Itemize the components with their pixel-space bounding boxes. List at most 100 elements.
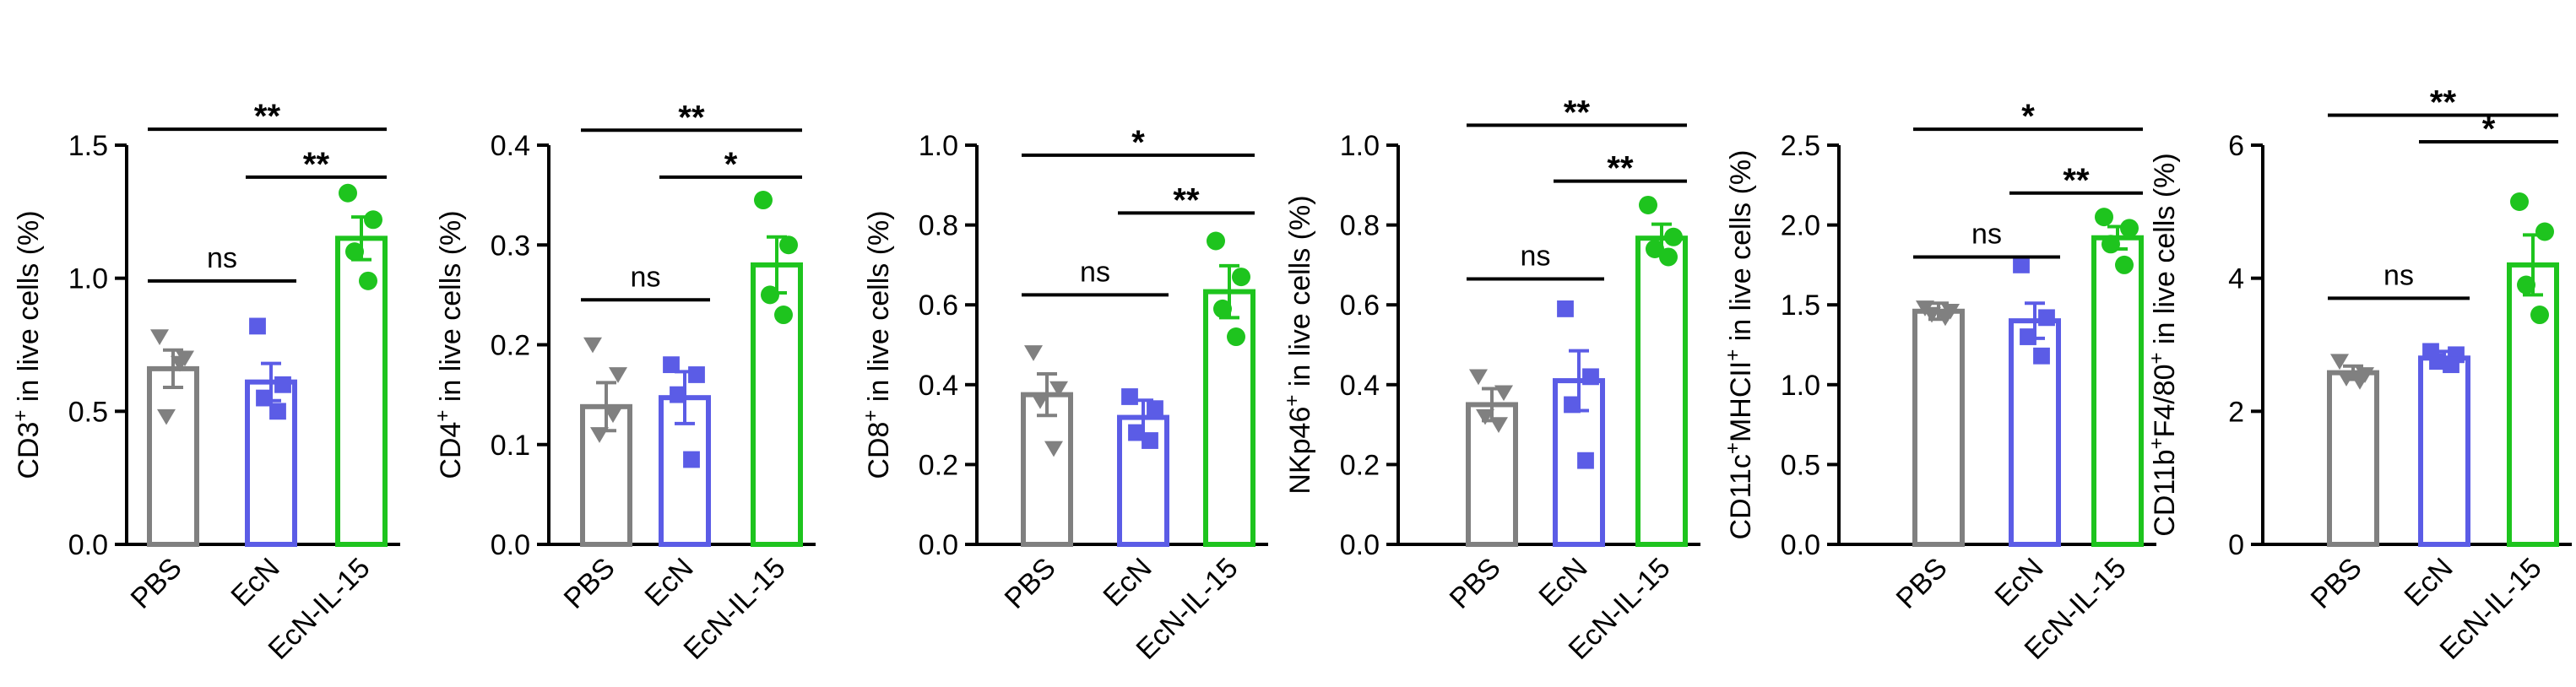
- data-point: [1577, 452, 1594, 469]
- significance-label: **: [254, 98, 281, 135]
- data-point: [2020, 328, 2036, 345]
- data-point: [2013, 257, 2030, 273]
- data-point: [345, 242, 364, 262]
- y-tick-label: 2: [2228, 396, 2244, 428]
- y-tick-label: 0.0: [491, 529, 530, 561]
- significance-label: ns: [1971, 218, 2002, 250]
- y-tick-label: 1.5: [1781, 289, 1820, 322]
- significance-label: *: [2482, 111, 2496, 148]
- data-point: [761, 285, 779, 305]
- bar-pbs: [2327, 370, 2379, 547]
- data-point: [2101, 235, 2120, 254]
- y-tick-label: 1.0: [919, 130, 958, 162]
- y-tick-label: 0.0: [68, 529, 108, 561]
- y-tick-label: 0.2: [919, 449, 958, 481]
- data-point: [754, 191, 773, 210]
- data-point: [1582, 368, 1599, 386]
- y-tick-label: 4: [2228, 263, 2244, 295]
- x-tick-label: EcN: [2398, 552, 2459, 613]
- data-point: [1128, 424, 1145, 441]
- x-tick-label: PBS: [1444, 552, 1507, 615]
- y-axis-label: CD11c+MHCII+ in live cells (%): [1722, 150, 1757, 540]
- data-point: [1489, 417, 1508, 433]
- data-point: [2033, 347, 2050, 365]
- data-point: [269, 403, 286, 420]
- data-point: [1557, 300, 1574, 317]
- data-point: [1646, 239, 1664, 258]
- bar-ecn: [2418, 355, 2470, 547]
- bar-pbs: [147, 365, 199, 547]
- data-point: [1639, 195, 1657, 214]
- data-point: [1564, 396, 1581, 414]
- panel-3: 0.0 0.2 0.4 0.6 0.8 1.0 CD8+ in live cells (%)…: [860, 124, 1268, 666]
- y-tick-label: 0.8: [919, 210, 958, 242]
- data-point: [1024, 345, 1043, 361]
- data-point: [688, 366, 705, 383]
- data-point: [1232, 268, 1250, 287]
- x-tick-label: EcN: [1097, 552, 1158, 613]
- data-point: [779, 235, 798, 255]
- data-point: [359, 271, 377, 290]
- y-tick-label: 0.4: [1340, 370, 1380, 402]
- y-tick-label: 0.0: [1340, 529, 1380, 561]
- y-tick-label: 0.0: [919, 529, 958, 561]
- y-axis-label: CD3+ in live cells (%): [9, 210, 45, 479]
- data-point: [1207, 231, 1225, 251]
- data-point: [774, 306, 793, 325]
- x-tick-label: EcN: [225, 552, 285, 613]
- significance-label: ns: [207, 242, 237, 274]
- y-tick-label: 1.0: [1781, 370, 1820, 402]
- panel-2: 0.0 0.1 0.2 0.3 0.4 CD4+ in live cells (%) PBS…: [431, 99, 816, 666]
- y-tick-label: 0.5: [1781, 449, 1820, 481]
- y-tick-label: 0.0: [1781, 529, 1820, 561]
- data-point: [604, 407, 622, 424]
- data-point: [2530, 306, 2549, 325]
- data-point: [1213, 299, 1232, 318]
- x-tick-label: EcN: [1532, 552, 1593, 613]
- y-tick-label: 1.5: [68, 130, 108, 162]
- data-point: [1142, 432, 1158, 449]
- y-axis-label: NKp46+ in live cells (%): [1281, 195, 1316, 494]
- y-tick-label: 0: [2228, 529, 2244, 561]
- x-tick-label: EcN: [1988, 552, 2049, 613]
- bar-ecn-il-15: [2507, 262, 2559, 547]
- y-tick-label: 0.2: [1340, 449, 1380, 481]
- bar-ecn-il-15: [751, 262, 803, 547]
- data-point: [2330, 354, 2349, 371]
- bar-ecn-il-15: [2091, 235, 2144, 547]
- data-point: [157, 408, 176, 425]
- y-tick-label: 0.5: [68, 396, 108, 428]
- data-point: [670, 386, 686, 403]
- data-point: [150, 329, 169, 345]
- data-point: [663, 356, 680, 374]
- significance-label: **: [1607, 150, 1634, 187]
- bar-pbs: [1021, 392, 1073, 547]
- significance-label: ns: [1521, 240, 1551, 272]
- x-tick-label: PBS: [558, 552, 621, 615]
- data-point: [1494, 385, 1513, 402]
- data-point: [683, 451, 700, 468]
- x-tick-label: PBS: [999, 552, 1062, 615]
- data-point: [1476, 408, 1494, 425]
- significance-label: **: [2063, 162, 2090, 199]
- y-tick-label: 0.8: [1340, 210, 1380, 242]
- panel-4: 0.0 0.2 0.4 0.6 0.8 1.0 NKp46+ in live cells (…: [1281, 94, 1700, 666]
- data-point: [1469, 369, 1488, 386]
- significance-label: **: [1564, 94, 1591, 131]
- y-tick-label: 0.6: [1340, 289, 1380, 322]
- data-point: [1049, 381, 1068, 398]
- significance-label: *: [1131, 124, 1145, 161]
- bar-ecn-il-15: [1203, 289, 1255, 547]
- data-point: [2443, 356, 2459, 374]
- data-point: [609, 367, 627, 383]
- significance-label: **: [678, 99, 705, 136]
- data-point: [1923, 306, 1941, 323]
- data-point: [2095, 208, 2113, 227]
- x-tick-label: EcN-IL-15: [678, 552, 792, 666]
- y-tick-label: 0.4: [491, 130, 530, 162]
- y-tick-label: 1.0: [1340, 130, 1380, 162]
- y-tick-label: 1.0: [68, 263, 108, 295]
- significance-label: ns: [631, 261, 661, 293]
- data-point: [590, 427, 609, 443]
